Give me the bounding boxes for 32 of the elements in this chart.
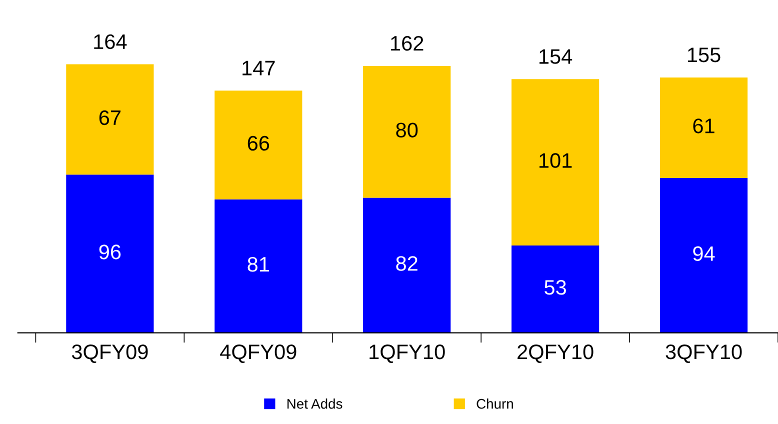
bar <box>66 64 154 175</box>
data-label: 61 <box>693 118 714 134</box>
data-label: 101 <box>540 153 572 168</box>
total-label: 155 <box>688 48 720 62</box>
data-label: 82 <box>396 256 418 271</box>
data-label: 67 <box>99 110 120 126</box>
data-label: 80 <box>396 122 418 138</box>
x-tick-label: 3QFY10 <box>666 344 742 363</box>
total-label: 154 <box>540 49 572 64</box>
total-label: 162 <box>391 36 424 51</box>
bar <box>363 198 451 333</box>
data-label: 94 <box>693 246 715 262</box>
x-tick-label: 1QFY10 <box>370 344 445 363</box>
data-label: 53 <box>544 280 566 295</box>
bar <box>363 66 451 198</box>
bar <box>660 178 748 333</box>
x-tick-label: 4QFY09 <box>220 344 296 363</box>
bar <box>66 174 154 333</box>
x-tick-label: 3QFY09 <box>72 344 148 363</box>
data-label: 81 <box>248 256 269 272</box>
legend-label: Churn <box>476 398 513 409</box>
bar <box>214 199 302 333</box>
bar <box>660 77 748 178</box>
bar <box>512 79 600 246</box>
bar <box>512 246 600 333</box>
legend-label: Net Adds <box>287 398 342 409</box>
bar <box>214 90 302 200</box>
total-label: 147 <box>242 60 275 76</box>
x-tick-label: 2QFY10 <box>518 344 594 363</box>
total-label: 164 <box>94 34 127 50</box>
data-label: 96 <box>99 244 121 260</box>
data-label: 66 <box>248 136 270 151</box>
